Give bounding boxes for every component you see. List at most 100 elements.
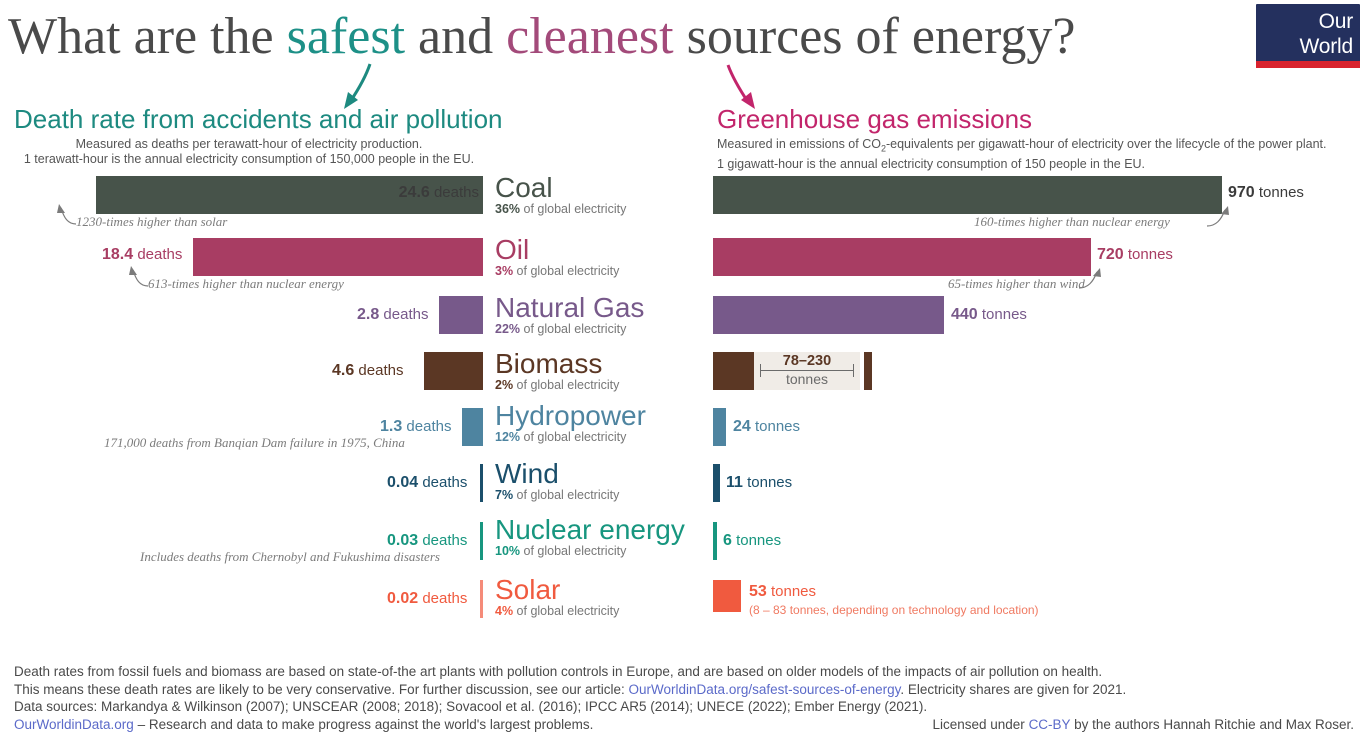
left-panel-header: Death rate from accidents and air pollut… xyxy=(14,104,503,167)
death-value-biomass: 4.6 deaths xyxy=(332,362,403,380)
page-title: What are the safest and cleanest sources… xyxy=(8,6,1075,68)
table-row: 18.4 deaths 613-times higher than nuclea… xyxy=(0,234,1366,296)
emission-number-solar: 53 xyxy=(749,583,767,600)
emission-number-hydropower: 24 xyxy=(733,418,751,435)
logo-red-bar xyxy=(1256,61,1360,68)
death-unit-wind: deaths xyxy=(422,474,468,491)
death-note-hydropower: 171,000 deaths from Banqian Dam failure … xyxy=(104,435,405,450)
death-number-biomass: 4.6 xyxy=(332,362,355,379)
emission-bar-nuclear-energy xyxy=(713,522,717,560)
death-unit-coal: deaths xyxy=(433,184,479,201)
death-number-hydropower: 1.3 xyxy=(380,418,403,435)
source-share-natural-gas: 22% of global electricity xyxy=(495,322,710,337)
death-number-coal: 24.6 xyxy=(398,184,430,201)
share-pct-wind: 7% xyxy=(495,488,514,502)
emission-value-wind: 11 tonnes xyxy=(726,474,792,492)
emission-value-natural-gas: 440 tonnes xyxy=(951,306,1027,324)
death-bar-natural-gas xyxy=(439,296,483,334)
source-label-coal: Coal 36% of global electricity xyxy=(495,172,710,217)
death-number-nuclear-energy: 0.03 xyxy=(387,532,419,549)
right-sub-line-2: 1 gigawatt-hour is the annual electricit… xyxy=(717,156,1146,171)
right-panel-subtitle: Measured in emissions of CO2-equivalents… xyxy=(717,137,1326,172)
death-number-natural-gas: 2.8 xyxy=(357,306,380,323)
license-prefix: Licensed under xyxy=(932,716,1029,732)
co2-subscript: 2 xyxy=(880,143,886,154)
table-row: 0.02 deaths Solar 4% of global electrici… xyxy=(0,574,1366,636)
emission-bar-biomass-low xyxy=(713,352,754,390)
death-value-nuclear-energy: 0.03 deaths xyxy=(387,532,467,550)
table-row: 0.04 deaths Wind 7% of global electricit… xyxy=(0,458,1366,522)
emission-range-value-biomass: 78–230 xyxy=(782,353,832,369)
magenta-arrow-icon xyxy=(726,64,755,109)
death-bar-coal xyxy=(96,176,483,214)
share-suffix-solar: of global electricity xyxy=(513,604,620,618)
share-suffix-coal: of global electricity xyxy=(520,202,627,216)
annotation-arrow-oil xyxy=(129,266,149,287)
source-name-coal: Coal xyxy=(495,172,553,203)
title-word-safest: safest xyxy=(286,8,406,65)
source-name-natural-gas: Natural Gas xyxy=(495,292,645,323)
death-bar-biomass xyxy=(424,352,483,390)
our-world-in-data-logo[interactable]: Our World in Data xyxy=(1256,4,1360,83)
right-panel-heading: Greenhouse gas emissions xyxy=(717,104,1033,134)
source-label-natural-gas: Natural Gas 22% of global electricity xyxy=(495,292,710,337)
share-pct-nuclear-energy: 10% xyxy=(495,544,521,558)
footer-bottom-row: OurWorldinData.org – Research and data t… xyxy=(14,716,1354,734)
emission-unit-wind: tonnes xyxy=(747,474,793,491)
share-pct-biomass: 2% xyxy=(495,378,514,392)
emission-value-solar: 53 tonnes xyxy=(749,583,816,601)
emission-unit-oil: tonnes xyxy=(1127,246,1173,263)
table-row: 24.6 deaths 1230-times higher than solar… xyxy=(0,172,1366,238)
article-link[interactable]: OurWorldinData.org/safest-sources-of-ene… xyxy=(628,681,901,697)
annotation-arrow-coal xyxy=(57,204,77,225)
source-share-biomass: 2% of global electricity xyxy=(495,378,710,393)
death-unit-solar: deaths xyxy=(422,590,468,607)
emission-subnote-solar: (8 – 83 tonnes, depending on technology … xyxy=(749,603,1039,617)
annotation-arrow-emission-oil xyxy=(1078,268,1101,289)
source-label-biomass: Biomass 2% of global electricity xyxy=(495,348,710,393)
death-note-oil: 613-times higher than nuclear energy xyxy=(148,276,344,291)
table-row: 4.6 deaths Biomass 2% of global electric… xyxy=(0,348,1366,408)
emission-unit-coal: tonnes xyxy=(1258,184,1304,201)
emission-number-nuclear-energy: 6 xyxy=(723,532,732,549)
share-suffix-oil: of global electricity xyxy=(513,264,620,278)
death-bar-nuclear-energy xyxy=(480,522,483,560)
footer-line-2-a: This means these death rates are likely … xyxy=(14,681,629,697)
emission-value-hydropower: 24 tonnes xyxy=(733,418,800,436)
owid-site-link[interactable]: OurWorldinData.org xyxy=(14,716,134,732)
cc-by-link[interactable]: CC-BY xyxy=(1028,716,1071,732)
range-line-biomass xyxy=(760,370,854,371)
right-panel-header: Greenhouse gas emissions Measured in emi… xyxy=(717,104,1326,172)
share-suffix-wind: of global electricity xyxy=(513,488,620,502)
range-cap-left-biomass xyxy=(760,364,761,377)
emission-range-unit-biomass: tonnes xyxy=(785,371,829,387)
emission-unit-solar: tonnes xyxy=(770,583,817,600)
left-sub-line-1: Measured as deaths per terawatt-hour of … xyxy=(75,137,423,151)
source-name-hydropower: Hydropower xyxy=(495,400,646,431)
source-share-solar: 4% of global electricity xyxy=(495,604,710,619)
emission-number-coal: 970 xyxy=(1228,184,1255,201)
title-part-2: and xyxy=(405,8,507,65)
share-pct-natural-gas: 22% xyxy=(495,322,521,336)
source-label-wind: Wind 7% of global electricity xyxy=(495,458,710,503)
title-part-1: What are the xyxy=(8,8,287,65)
death-bar-solar xyxy=(480,580,483,618)
teal-arrow-icon xyxy=(344,63,372,109)
death-unit-hydropower: deaths xyxy=(406,418,452,435)
emission-value-nuclear-energy: 6 tonnes xyxy=(723,532,781,550)
emission-number-wind: 11 xyxy=(726,474,743,491)
emission-unit-hydropower: tonnes xyxy=(754,418,801,435)
source-share-hydropower: 12% of global electricity xyxy=(495,430,710,445)
title-word-cleanest: cleanest xyxy=(506,8,674,65)
death-unit-biomass: deaths xyxy=(358,362,404,379)
death-unit-natural-gas: deaths xyxy=(383,306,429,323)
right-sub-a: Measured in emissions of CO xyxy=(717,137,881,151)
emission-unit-natural-gas: tonnes xyxy=(981,306,1027,323)
death-value-solar: 0.02 deaths xyxy=(387,590,467,608)
left-sub-line-2: 1 terawatt-hour is the annual electricit… xyxy=(23,152,475,166)
footer-line-3-sources: Data sources: Markandya & Wilkinson (200… xyxy=(14,699,928,714)
right-sub-line-1: Measured in emissions of CO2-equivalents… xyxy=(717,137,1326,157)
share-pct-hydropower: 12% xyxy=(495,430,521,444)
share-suffix-hydropower: of global electricity xyxy=(520,430,627,444)
